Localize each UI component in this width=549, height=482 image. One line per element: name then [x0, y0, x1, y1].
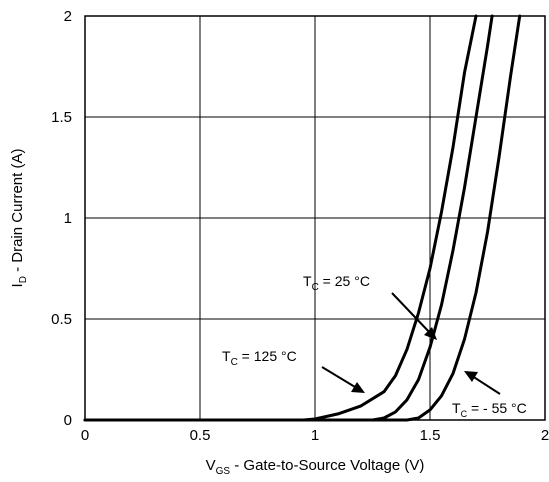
plot-frame: [84, 15, 546, 421]
x-axis-label: VGS - Gate-to-Source Voltage (V): [206, 457, 425, 477]
y-tick-label: 0.5: [51, 311, 72, 328]
arrow-tc-minus55: [464, 371, 501, 395]
y-tick-label: 1: [64, 210, 72, 227]
curve-tc-minus55: [83, 14, 522, 422]
annotation-tc-25: TC = 25 °C: [303, 273, 370, 293]
grid: [85, 16, 545, 420]
y-axis-label: ID - Drain Current (A): [9, 149, 29, 288]
y-tick-label: 2: [64, 8, 72, 25]
x-tick-label: 0: [81, 427, 89, 444]
y-tick-label: 1.5: [51, 109, 72, 126]
curves: [83, 14, 522, 422]
arrow-tc-25: [391, 292, 437, 340]
y-tick-label: 0: [64, 412, 72, 429]
annotation-tc-minus55: TC = - 55 °C: [452, 400, 527, 419]
x-tick-label: 0.5: [190, 427, 211, 444]
tick-labels: 0 0.5 1 1.5 2 0 0.5 1 1.5 2: [51, 8, 549, 444]
curve-tc-25: [83, 14, 494, 422]
annotation-tc-125: TC = 125 °C: [222, 348, 297, 368]
x-tick-label: 2: [541, 427, 549, 444]
arrow-tc-125: [321, 366, 365, 393]
x-tick-label: 1: [311, 427, 319, 444]
x-tick-label: 1.5: [420, 427, 441, 444]
curve-tc-125: [83, 14, 478, 422]
